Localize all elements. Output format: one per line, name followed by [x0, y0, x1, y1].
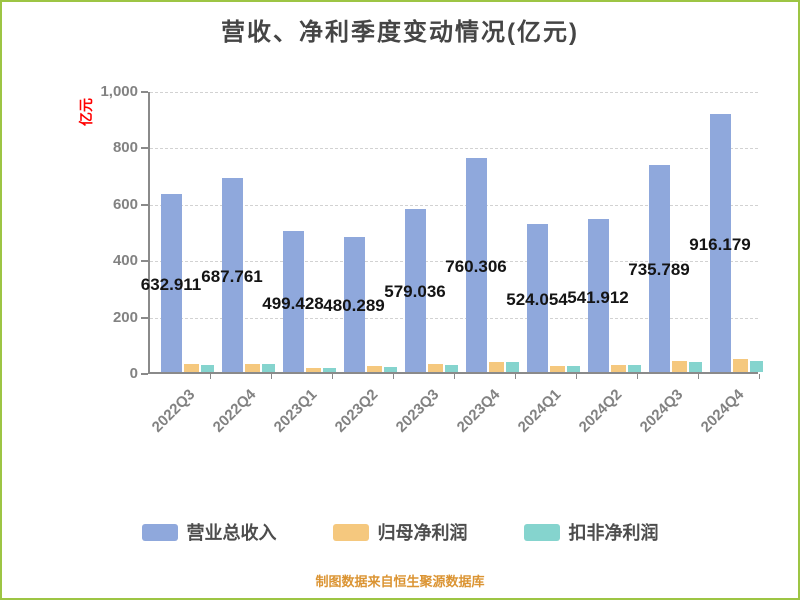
bar-net-profit: [549, 365, 565, 372]
bar-deducted-net-profit: [261, 364, 275, 372]
legend-label: 营业总收入: [186, 523, 277, 543]
bar-revenue: [648, 164, 670, 372]
bar-revenue: [343, 236, 365, 372]
bar-deducted-net-profit: [566, 365, 580, 372]
x-axis-label: 2023Q3: [392, 386, 443, 436]
bar-revenue: [221, 178, 243, 372]
y-axis-tick-mark: [141, 316, 148, 319]
y-axis-tick-mark: [141, 260, 148, 263]
bar-deducted-net-profit: [749, 361, 763, 372]
bar-revenue: [526, 224, 548, 372]
gridline: [150, 317, 758, 319]
bar-revenue: [404, 208, 426, 372]
x-axis-label: 2024Q4: [697, 386, 748, 436]
chart-title: 营收、净利季度变动情况(亿元): [221, 19, 579, 46]
bar-net-profit: [610, 364, 626, 372]
bar-net-profit: [488, 361, 504, 372]
x-axis-tick-mark: [332, 374, 333, 379]
gridline: [150, 204, 758, 206]
bar-deducted-net-profit: [322, 368, 336, 372]
bar-net-profit: [427, 364, 443, 372]
legend-label: 扣非净利润: [568, 523, 659, 543]
bar-value-label: 632.911: [140, 274, 202, 294]
bar-deducted-net-profit: [627, 364, 641, 372]
bar-value-label: 541.912: [567, 287, 629, 307]
y-axis-tick-label: 200: [112, 308, 138, 326]
bar-value-label: 760.306: [445, 256, 507, 276]
bar-value-label: 524.054: [506, 290, 568, 310]
bar-deducted-net-profit: [383, 366, 397, 372]
legend-swatch-revenue: [141, 523, 178, 541]
bar-value-label: 480.289: [323, 296, 385, 316]
x-axis-labels: 2022Q3 2022Q4 2023Q1 2023Q2 2023Q3 2023Q4 2024…: [148, 378, 758, 473]
y-axis-tick-labels: 0 200 400 600 800 1,000: [60, 83, 138, 382]
gridline: [150, 148, 758, 150]
y-axis-tick-label: 400: [112, 252, 138, 270]
legend-item-net-profit[interactable]: 归母净利润: [332, 519, 468, 545]
gridline: [150, 261, 758, 263]
y-axis-tick-label: 600: [112, 195, 138, 213]
bar-deducted-net-profit: [688, 361, 702, 372]
legend: 营业总收入 归母净利润 扣非净利润: [2, 519, 798, 545]
x-axis-label: 2023Q2: [331, 386, 382, 436]
gridline: [150, 92, 758, 93]
plot-area: 632.911 687.761 499.428 480.289 579.036 760.3…: [141, 91, 763, 379]
legend-label: 归母净利润: [377, 523, 468, 543]
x-axis-tick-mark: [515, 374, 516, 379]
x-axis-label: 2024Q2: [575, 386, 626, 436]
bar-net-profit: [671, 361, 687, 372]
y-axis-tick-mark: [141, 203, 148, 206]
x-axis-label: 2024Q3: [636, 386, 687, 436]
data-source-note: 制图数据来自恒生聚源数据库: [315, 574, 485, 589]
y-axis-tick-mark: [141, 91, 148, 93]
bar-net-profit: [305, 367, 321, 372]
y-axis-tick-label: 0: [129, 365, 138, 382]
x-axis-label: 2022Q4: [209, 386, 260, 436]
bar-revenue: [587, 219, 609, 372]
x-axis-label: 2023Q1: [270, 386, 321, 436]
bar-revenue: [709, 113, 731, 372]
legend-item-revenue[interactable]: 营业总收入: [141, 519, 277, 545]
bar-revenue: [465, 157, 487, 372]
bar-value-label: 687.761: [201, 267, 263, 287]
x-axis-tick-mark: [576, 374, 577, 379]
bar-value-label: 916.179: [689, 234, 751, 254]
x-axis-tick-mark: [637, 374, 638, 379]
bar-net-profit: [732, 359, 748, 372]
x-axis-tick-mark: [210, 374, 211, 379]
legend-swatch-net-profit: [332, 523, 369, 541]
x-axis-label: 2022Q3: [148, 386, 199, 436]
x-axis-label: 2023Q4: [453, 386, 504, 436]
x-axis-tick-mark: [271, 374, 272, 379]
bar-deducted-net-profit: [444, 364, 458, 372]
x-axis-tick-mark: [393, 374, 394, 379]
bar-value-label: 499.428: [262, 293, 324, 313]
bar-net-profit: [183, 364, 199, 372]
bar-deducted-net-profit: [200, 364, 214, 372]
bar-value-label: 579.036: [384, 282, 446, 302]
x-axis-tick-mark: [454, 374, 455, 379]
y-axis-tick-mark: [141, 147, 148, 150]
bar-revenue: [160, 193, 182, 372]
legend-item-deducted-net-profit[interactable]: 扣非净利润: [523, 519, 659, 545]
bar-value-label: 735.789: [628, 260, 690, 280]
x-axis-tick-mark: [759, 374, 760, 379]
bar-net-profit: [244, 363, 260, 372]
legend-swatch-deducted-net-profit: [523, 523, 560, 541]
bar-net-profit: [366, 366, 382, 372]
y-axis-tick-label: 1,000: [100, 83, 138, 100]
bar-revenue: [282, 231, 304, 372]
x-axis-label: 2024Q1: [514, 386, 565, 436]
bar-deducted-net-profit: [505, 362, 519, 372]
y-axis-tick-label: 800: [112, 139, 138, 157]
y-axis-tick-mark: [141, 373, 148, 375]
x-axis-tick-mark: [698, 374, 699, 379]
